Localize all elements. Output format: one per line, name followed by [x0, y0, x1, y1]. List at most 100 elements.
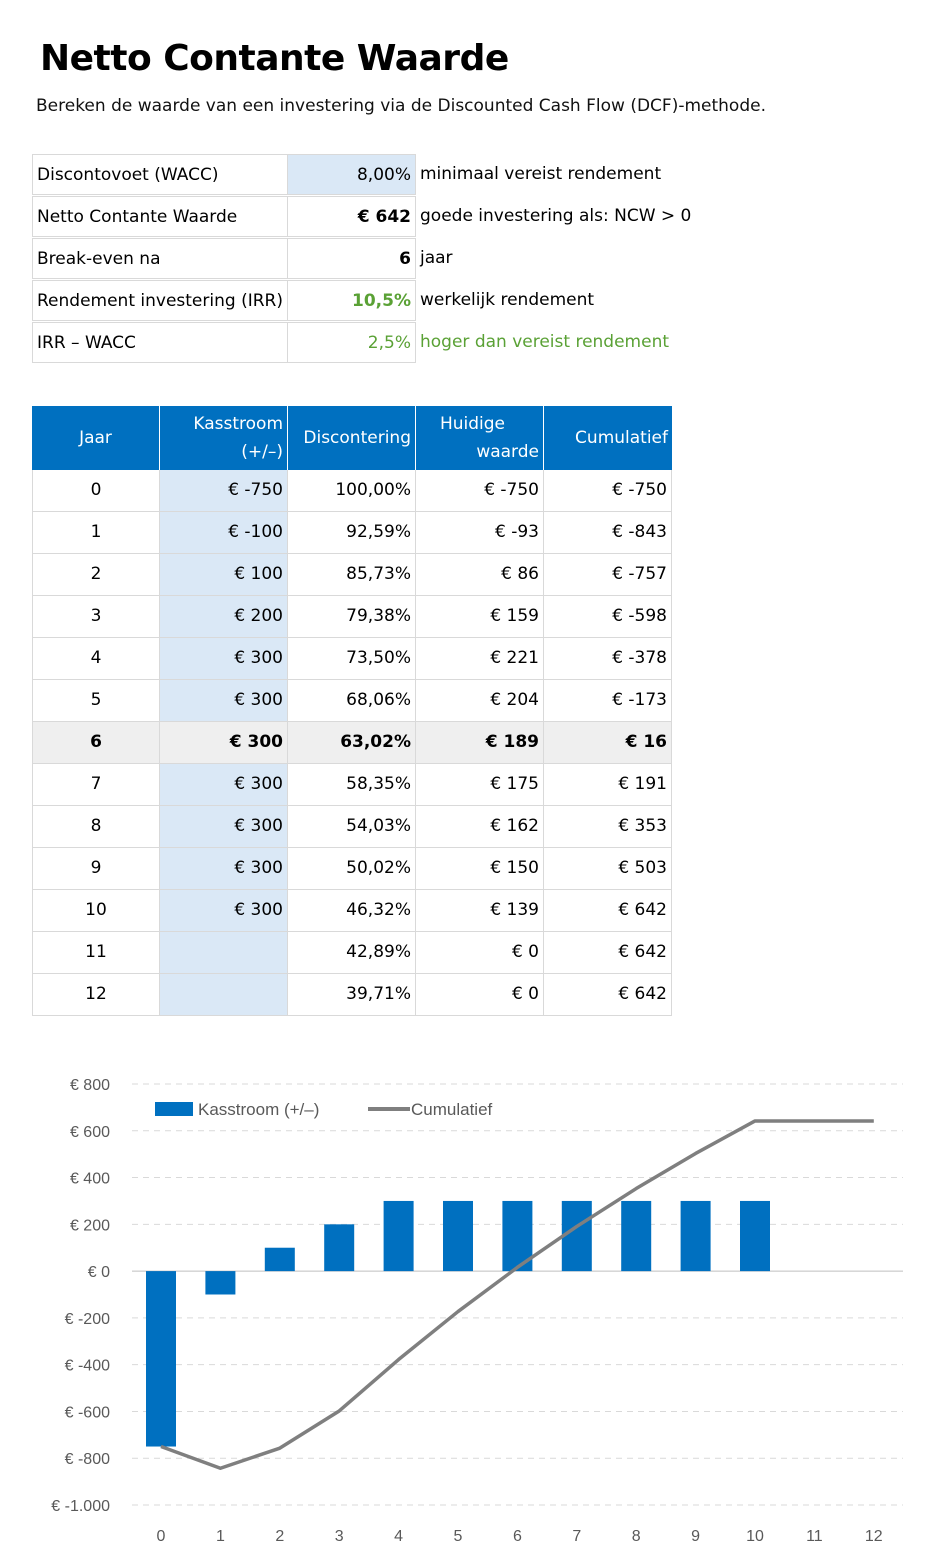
cell-jaar: 12 — [32, 974, 160, 1016]
header-kasstroom-line1: Kasstroom — [193, 414, 283, 434]
cell-cumulatief: € 642 — [544, 974, 672, 1016]
irr-label: Rendement investering (IRR) — [32, 280, 288, 321]
cell-huidige-waarde: € 221 — [416, 638, 544, 680]
bar-kasstroom — [264, 1247, 295, 1272]
cell-cumulatief: € -598 — [544, 596, 672, 638]
cell-discontering: 68,06% — [288, 680, 416, 722]
cell-huidige-waarde: € 175 — [416, 764, 544, 806]
cell-jaar: 9 — [32, 848, 160, 890]
bar-kasstroom — [621, 1200, 652, 1272]
ncw-value: € 642 — [288, 196, 416, 237]
ncw-label: Netto Contante Waarde — [32, 196, 288, 237]
cell-huidige-waarde: € -93 — [416, 512, 544, 554]
cell-discontering: 92,59% — [288, 512, 416, 554]
line-cumulatief — [160, 1119, 874, 1471]
cell-kasstroom[interactable]: € -750 — [160, 470, 288, 512]
ncw-note: goede investering als: NCW > 0 — [420, 206, 692, 226]
cell-discontering: 100,00% — [288, 470, 416, 512]
wacc-note: minimaal vereist rendement — [420, 164, 662, 184]
cell-kasstroom[interactable]: € 100 — [160, 554, 288, 596]
cell-kasstroom[interactable]: € -100 — [160, 512, 288, 554]
cell-cumulatief: € -173 — [544, 680, 672, 722]
legend-label-cumulatief: Cumulatief — [411, 1100, 493, 1119]
cell-kasstroom[interactable]: € 300 — [160, 848, 288, 890]
cell-kasstroom[interactable] — [160, 932, 288, 974]
irr-value: 10,5% — [288, 280, 416, 321]
cell-huidige-waarde: € 189 — [416, 722, 544, 764]
bar-kasstroom — [205, 1271, 236, 1295]
cell-discontering: 39,71% — [288, 974, 416, 1016]
cell-jaar: 1 — [32, 512, 160, 554]
wacc-label: Discontovoet (WACC) — [32, 154, 288, 195]
legend-label-kasstroom: Kasstroom (+/–) — [198, 1100, 319, 1119]
x-tick-label: 7 — [572, 1528, 581, 1545]
cell-huidige-waarde: € 0 — [416, 932, 544, 974]
x-tick-label: 4 — [394, 1528, 403, 1545]
header-jaar-label: Jaar — [79, 428, 112, 448]
cell-cumulatief: € -378 — [544, 638, 672, 680]
breakeven-value: 6 — [288, 238, 416, 279]
y-tick-label: € 600 — [70, 1124, 110, 1141]
y-tick-label: € 0 — [88, 1264, 110, 1281]
cell-jaar: 8 — [32, 806, 160, 848]
cell-kasstroom[interactable]: € 300 — [160, 806, 288, 848]
cell-discontering: 73,50% — [288, 638, 416, 680]
cell-jaar: 0 — [32, 470, 160, 512]
legend-swatch-kasstroom — [155, 1102, 193, 1116]
y-tick-label: € -800 — [65, 1451, 110, 1468]
cell-cumulatief: € 16 — [544, 722, 672, 764]
cell-huidige-waarde: € 0 — [416, 974, 544, 1016]
cell-cumulatief: € 642 — [544, 890, 672, 932]
cell-discontering: 46,32% — [288, 890, 416, 932]
header-cumulatief-label: Cumulatief — [575, 428, 668, 448]
cell-kasstroom[interactable]: € 300 — [160, 764, 288, 806]
x-tick-label: 10 — [746, 1528, 764, 1545]
cell-jaar: 10 — [32, 890, 160, 932]
cell-discontering: 58,35% — [288, 764, 416, 806]
bar-kasstroom — [383, 1200, 414, 1272]
cell-jaar: 3 — [32, 596, 160, 638]
header-cumulatief: Cumulatief — [544, 406, 672, 470]
y-tick-label: € 200 — [70, 1217, 110, 1234]
wacc-input[interactable]: 8,00% — [288, 154, 416, 195]
cell-discontering: 85,73% — [288, 554, 416, 596]
header-huidige-line2: waarde — [476, 442, 539, 462]
x-tick-label: 9 — [691, 1528, 700, 1545]
cell-kasstroom[interactable]: € 200 — [160, 596, 288, 638]
bar-kasstroom — [561, 1200, 592, 1272]
cell-discontering: 50,02% — [288, 848, 416, 890]
header-discontering: Discontering — [288, 406, 416, 470]
cell-kasstroom[interactable]: € 300 — [160, 890, 288, 932]
y-tick-label: € -600 — [65, 1404, 110, 1421]
header-huidige-line1: Huidige — [439, 414, 505, 434]
cell-jaar: 11 — [32, 932, 160, 974]
cell-huidige-waarde: € 86 — [416, 554, 544, 596]
x-tick-label: 0 — [157, 1528, 166, 1545]
cell-kasstroom[interactable]: € 300 — [160, 680, 288, 722]
cell-huidige-waarde: € -750 — [416, 470, 544, 512]
cell-discontering: 42,89% — [288, 932, 416, 974]
cell-cumulatief: € 353 — [544, 806, 672, 848]
header-kasstroom-line2: (+/–) — [241, 442, 283, 462]
breakeven-note: jaar — [420, 248, 453, 268]
x-tick-label: 8 — [632, 1528, 641, 1545]
cell-jaar: 2 — [32, 554, 160, 596]
x-tick-label: 11 — [806, 1528, 823, 1545]
bar-kasstroom — [146, 1271, 176, 1447]
irr-wacc-value: 2,5% — [288, 322, 416, 363]
page-title: Netto Contante Waarde — [40, 38, 509, 79]
x-tick-label: 1 — [216, 1528, 225, 1545]
cell-kasstroom[interactable]: € 300 — [160, 722, 288, 764]
y-tick-label: € 800 — [70, 1077, 110, 1094]
irr-wacc-note: hoger dan vereist rendement — [420, 332, 670, 352]
header-discontering-label: Discontering — [303, 428, 411, 448]
bar-kasstroom — [740, 1200, 770, 1272]
cell-kasstroom[interactable] — [160, 974, 288, 1016]
cell-discontering: 54,03% — [288, 806, 416, 848]
cell-huidige-waarde: € 204 — [416, 680, 544, 722]
cell-discontering: 79,38% — [288, 596, 416, 638]
y-tick-label: € -400 — [65, 1358, 110, 1375]
cell-kasstroom[interactable]: € 300 — [160, 638, 288, 680]
cell-jaar: 6 — [32, 722, 160, 764]
cell-jaar: 5 — [32, 680, 160, 722]
